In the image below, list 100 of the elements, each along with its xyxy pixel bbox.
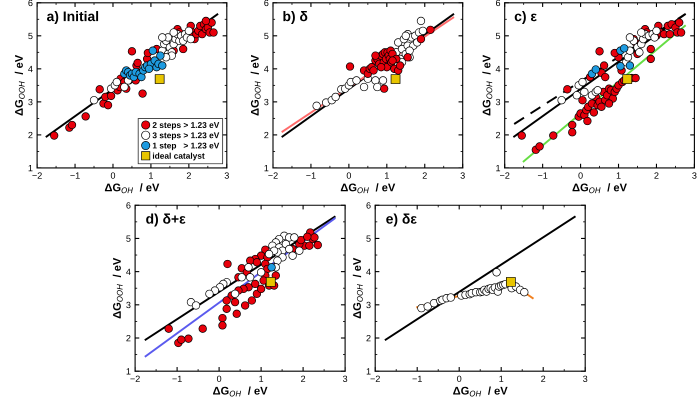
point [652, 26, 661, 36]
point [104, 101, 112, 110]
point [202, 16, 210, 26]
x-tick-label: −2 [130, 376, 140, 382]
y-tick-label: 6 [366, 202, 371, 209]
y-tick-label: 2 [28, 132, 32, 138]
x-axis-title: ΔG$_{OH}$ / eV [340, 183, 396, 194]
y-tick-label: 1 [126, 368, 130, 374]
point [266, 277, 276, 287]
legend-label: ideal catalyst [152, 152, 205, 160]
x-tick-label: 2 [422, 172, 427, 179]
y-tick-label: 3 [126, 302, 131, 308]
point [376, 63, 386, 72]
x-axis-title: ΔG$_{OH}$ / eV [213, 386, 268, 396]
x-tick-label: 2 [186, 172, 191, 179]
y-tick-label: 3 [366, 302, 371, 308]
point [418, 26, 428, 36]
point [285, 244, 294, 254]
x-tick-label: −1 [412, 376, 422, 382]
x-tick-label: −2 [32, 172, 42, 179]
x-tick-label: 3 [224, 172, 229, 179]
point [557, 96, 566, 104]
point [314, 240, 322, 250]
x-tick-label: 0 [457, 376, 462, 382]
point [578, 96, 587, 104]
point [96, 85, 104, 94]
point [369, 66, 378, 75]
y-tick-label: 3 [28, 98, 33, 106]
point [248, 296, 256, 305]
y-axis-title: ΔG$_{OOH}$ / eV [352, 258, 363, 318]
point [563, 85, 572, 94]
point [506, 277, 516, 287]
x-tick-label: 1 [385, 172, 389, 179]
point [133, 58, 142, 68]
point [568, 120, 576, 130]
point [158, 61, 166, 70]
point [601, 72, 610, 82]
y-tick-label: 1 [264, 164, 268, 172]
point [148, 46, 157, 55]
x-tick-label: 1 [259, 376, 264, 382]
y-tick-label: 2 [366, 334, 371, 342]
y-tick-label: 5 [28, 32, 33, 40]
point [218, 321, 227, 330]
y-tick-label: 4 [264, 66, 269, 72]
point [179, 44, 188, 54]
x-tick-label: −2 [370, 376, 380, 382]
point [273, 256, 282, 265]
point [405, 46, 414, 55]
point [177, 336, 186, 344]
y-tick-label: 2 [264, 132, 268, 138]
point [184, 334, 193, 343]
point [82, 112, 90, 121]
point [244, 263, 253, 272]
x-tick-label: 0 [578, 172, 583, 179]
point [68, 120, 76, 130]
x-tick-label: 3 [342, 376, 348, 382]
y-tick-label: 1 [366, 368, 371, 374]
y-axis-title: ΔG$_{OOH}$ / eV [250, 54, 261, 116]
x-tick-label: 3 [692, 172, 697, 179]
x-tick-label: −2 [268, 172, 278, 179]
point [592, 65, 600, 74]
point [331, 92, 340, 102]
point [251, 280, 260, 288]
point [626, 33, 634, 42]
text: a) Initial [46, 11, 98, 24]
point [267, 263, 276, 272]
point [346, 62, 354, 71]
point [198, 324, 207, 333]
point [305, 242, 314, 250]
y-tick-label: 4 [366, 268, 371, 275]
y-tick-label: 2 [126, 334, 130, 342]
y-tick-label: 3 [496, 98, 500, 106]
point [666, 30, 674, 38]
point [186, 34, 195, 44]
x-tick-label: 2 [301, 376, 306, 382]
x-axis-title: ΔG$_{OH}$ / eV [104, 183, 160, 194]
text: d) δ+ε [146, 214, 186, 226]
point [430, 299, 438, 308]
point [128, 47, 136, 56]
point [230, 298, 240, 306]
y-tick-label: 1 [28, 164, 32, 172]
point [144, 64, 154, 73]
point [112, 78, 121, 86]
point [192, 301, 200, 310]
x-tick-label: 1 [616, 172, 621, 179]
y-tick-label: 4 [496, 66, 500, 72]
point [590, 108, 598, 117]
point [290, 233, 298, 242]
x-tick-label: 2 [654, 172, 659, 179]
point [158, 33, 166, 42]
point [371, 51, 380, 60]
point [396, 61, 404, 70]
point [209, 28, 218, 37]
x-tick-label: −1 [538, 172, 548, 179]
point [595, 47, 604, 56]
point [390, 74, 400, 84]
point [252, 258, 262, 266]
legend-label: 1 step > 1.23 eV [152, 142, 220, 150]
legend-label: 2 steps > 1.23 eV [152, 122, 220, 130]
point [637, 28, 646, 37]
